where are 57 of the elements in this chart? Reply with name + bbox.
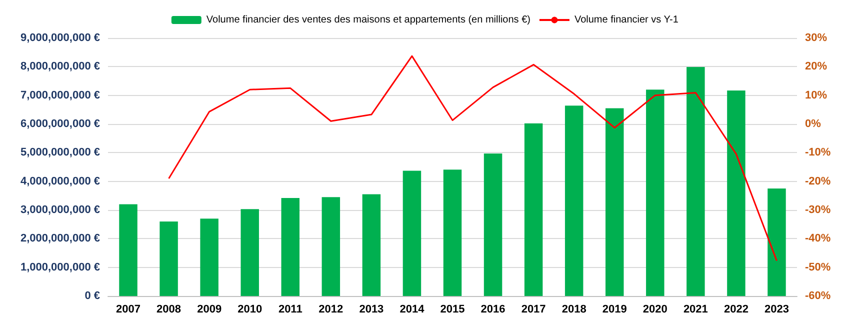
- x-tick-label: 2008: [156, 304, 182, 316]
- bar: [484, 154, 502, 296]
- x-tick-label: 2012: [318, 304, 344, 316]
- bar: [200, 218, 218, 296]
- x-tick-label: 2014: [400, 304, 426, 316]
- x-tick-label: 2017: [521, 304, 546, 316]
- bar: [686, 66, 705, 296]
- x-tick-label: 2007: [116, 304, 141, 316]
- y-tick-label: 8,000,000,000 €: [20, 60, 100, 73]
- bar: [402, 170, 422, 296]
- bar: [727, 90, 746, 296]
- bar: [564, 106, 584, 296]
- y2-tick-label: -40%: [805, 232, 831, 245]
- y-tick-label: 1,000,000,000 €: [20, 261, 100, 274]
- x-tick-label: 2021: [683, 304, 708, 316]
- y2-tick-label: -30%: [805, 204, 831, 216]
- y2-tick-label: -60%: [805, 290, 831, 302]
- bar: [524, 123, 543, 296]
- bar: [606, 108, 624, 296]
- y2-tick-label: 0%: [805, 118, 822, 130]
- y-tick-label: 5,000,000,000 €: [20, 146, 100, 159]
- y-tick-label: 2,000,000,000 €: [20, 232, 100, 245]
- y-tick-label: 3,000,000,000 €: [20, 204, 100, 216]
- x-tick-label: 2016: [480, 304, 506, 316]
- bar: [281, 198, 300, 296]
- y2-tick-label: 20%: [805, 60, 828, 73]
- x-tick-label: 2020: [642, 304, 668, 316]
- x-tick-label: 2022: [724, 304, 748, 316]
- y2-tick-label: -20%: [805, 175, 831, 188]
- bar: [646, 90, 664, 296]
- bar: [443, 170, 462, 296]
- bar: [362, 194, 381, 296]
- y2-tick-label: -50%: [805, 261, 831, 274]
- y-tick-label: 9,000,000,000 €: [20, 32, 100, 44]
- x-tick-label: 2019: [602, 304, 627, 316]
- bar: [160, 221, 178, 296]
- bar: [768, 188, 786, 296]
- x-tick-label: 2013: [359, 304, 384, 316]
- bar: [240, 209, 259, 296]
- y-tick-label: 6,000,000,000 €: [20, 118, 100, 130]
- y2-tick-label: 30%: [805, 32, 828, 44]
- x-tick-label: 2023: [764, 304, 789, 316]
- legend-label: Volume financier vs Y-1: [574, 14, 679, 26]
- y2-tick-label: -10%: [805, 146, 831, 159]
- line-series: [168, 55, 778, 262]
- y-tick-label: 7,000,000,000 €: [20, 89, 100, 102]
- y-tick-label: 4,000,000,000 €: [20, 175, 100, 188]
- bar: [322, 197, 340, 296]
- legend-label: Volume financier des ventes des maisons et appartements (en millions €): [206, 14, 530, 26]
- bar: [119, 204, 138, 296]
- x-tick-label: 2010: [238, 304, 262, 316]
- x-tick-label: 2011: [278, 304, 302, 316]
- x-tick-label: 2015: [440, 304, 465, 316]
- y-tick-label: 0 €: [84, 290, 100, 302]
- x-tick-label: 2009: [197, 304, 222, 316]
- y2-tick-label: 10%: [805, 89, 828, 102]
- x-tick-label: 2018: [562, 304, 586, 316]
